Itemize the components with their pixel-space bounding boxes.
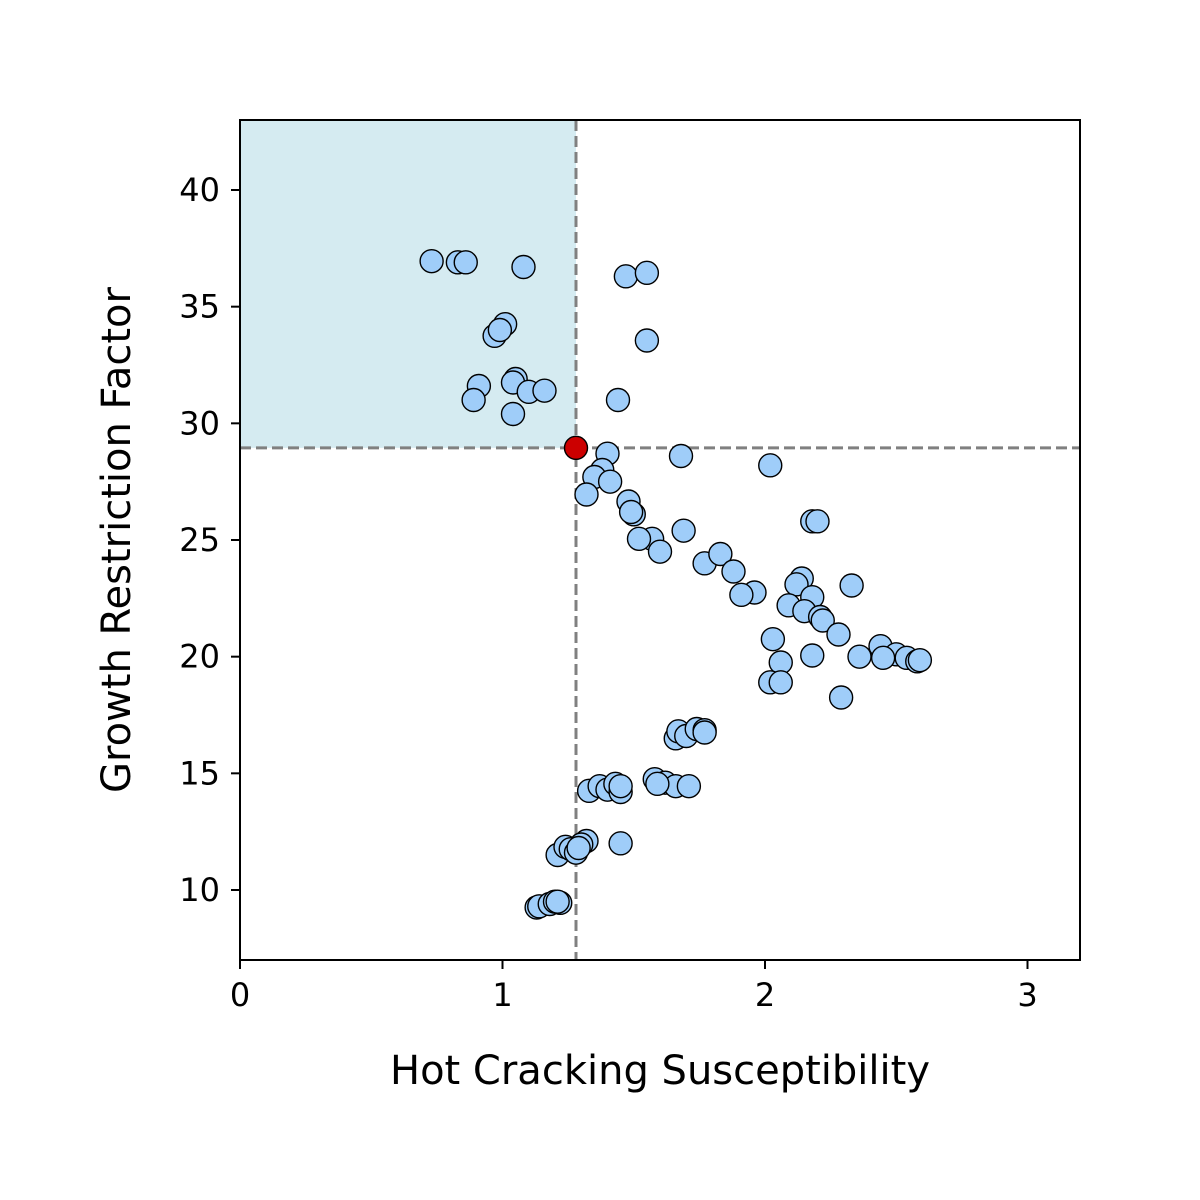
y-tick-label: 40 bbox=[179, 171, 220, 209]
data-point bbox=[805, 509, 830, 534]
data-point bbox=[566, 835, 591, 861]
data-point bbox=[768, 670, 793, 695]
data-point bbox=[613, 264, 639, 289]
data-point bbox=[419, 248, 444, 274]
data-point bbox=[605, 387, 631, 413]
data-point bbox=[645, 771, 670, 797]
data-point bbox=[784, 572, 809, 597]
data-point bbox=[847, 644, 872, 669]
selected-point bbox=[563, 435, 589, 461]
data-point bbox=[729, 582, 754, 608]
y-tick-label: 20 bbox=[179, 638, 220, 676]
y-tick-label: 25 bbox=[179, 521, 220, 559]
x-tick-label: 2 bbox=[755, 976, 775, 1014]
data-point bbox=[692, 720, 717, 745]
data-point bbox=[647, 539, 673, 564]
data-point bbox=[608, 773, 633, 799]
x-tick-label: 0 bbox=[230, 976, 250, 1014]
x-tick-label: 3 bbox=[1017, 976, 1037, 1014]
data-point bbox=[870, 645, 896, 671]
data-point bbox=[500, 401, 526, 427]
data-point bbox=[810, 608, 835, 633]
data-point bbox=[800, 643, 825, 668]
x-axis-ticks: 0 1 2 3 bbox=[230, 960, 1038, 1014]
data-point bbox=[597, 469, 623, 494]
data-point bbox=[760, 626, 786, 652]
data-point bbox=[626, 526, 652, 552]
data-point bbox=[545, 889, 570, 914]
data-point bbox=[907, 647, 933, 673]
y-tick-label: 30 bbox=[179, 404, 220, 442]
data-point bbox=[487, 317, 513, 343]
data-point bbox=[671, 518, 696, 543]
y-tick-label: 35 bbox=[179, 288, 220, 326]
data-point bbox=[453, 250, 478, 275]
data-point bbox=[828, 685, 854, 710]
data-point bbox=[839, 573, 864, 598]
y-axis-ticks: 10 15 20 25 30 35 40 bbox=[179, 171, 240, 909]
data-point bbox=[634, 260, 660, 286]
data-point bbox=[511, 254, 536, 280]
y-tick-label: 15 bbox=[179, 754, 220, 792]
y-axis-title: Growth Restriction Factor bbox=[94, 286, 140, 793]
y-tick-label: 10 bbox=[179, 871, 220, 909]
data-point bbox=[676, 773, 702, 799]
data-point bbox=[574, 482, 599, 507]
data-point bbox=[461, 387, 486, 413]
data-point bbox=[668, 443, 694, 469]
data-point bbox=[618, 499, 644, 525]
data-point bbox=[708, 541, 733, 567]
x-axis-title: Hot Cracking Susceptibility bbox=[390, 1048, 930, 1094]
data-point bbox=[826, 622, 851, 647]
data-point bbox=[634, 328, 660, 353]
data-point bbox=[758, 453, 783, 478]
data-point bbox=[608, 831, 633, 856]
data-point bbox=[721, 559, 746, 584]
x-tick-label: 1 bbox=[492, 976, 512, 1014]
data-point bbox=[532, 378, 557, 403]
data-points bbox=[419, 248, 933, 920]
